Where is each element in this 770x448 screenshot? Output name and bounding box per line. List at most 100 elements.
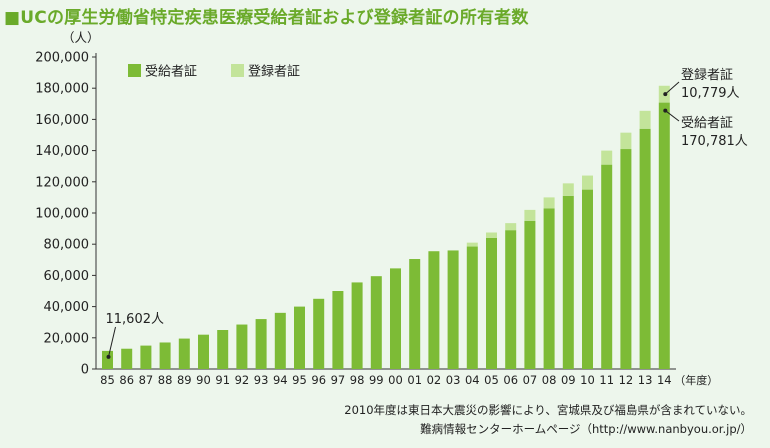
bar-recipient bbox=[562, 195, 574, 369]
bar-recipient bbox=[390, 268, 401, 369]
bar-recipient bbox=[658, 102, 670, 370]
bar-recipient bbox=[582, 189, 593, 369]
y-tick-label: 20,000 bbox=[44, 331, 90, 346]
x-tick-label: 10 bbox=[580, 373, 595, 387]
x-tick-label: 02 bbox=[427, 373, 442, 387]
x-tick-label: 95 bbox=[292, 373, 307, 387]
bar-recipient bbox=[466, 246, 478, 369]
y-tick-label: 180,000 bbox=[35, 82, 89, 97]
bar-recipient bbox=[217, 330, 229, 369]
x-tick-label: 09 bbox=[561, 373, 576, 387]
x-tick-label: 88 bbox=[158, 373, 173, 387]
bar-recipient bbox=[409, 259, 421, 369]
bar-recipient bbox=[294, 306, 305, 369]
x-tick-label: 94 bbox=[273, 373, 288, 387]
footnote-earthquake: 2010年度は東日本大震災の影響により、宮城県及び福島県が含まれていない。 bbox=[344, 403, 752, 417]
bar-recipient bbox=[447, 250, 459, 369]
x-tick-label: 90 bbox=[196, 373, 211, 387]
chart-title-wrap: ■UCの厚生労働省特定疾患医療受給者証および登録者証の所有者数 bbox=[4, 3, 529, 28]
bar-recipient bbox=[121, 348, 133, 369]
x-tick-label: 85 bbox=[100, 373, 115, 387]
annotation-registered-leader bbox=[664, 81, 680, 95]
bar-registered bbox=[620, 132, 632, 150]
x-tick-label: 01 bbox=[407, 373, 422, 387]
bar-recipient bbox=[159, 342, 171, 369]
legend-label: 受給者証 bbox=[145, 65, 197, 80]
annotation-85-leader bbox=[108, 326, 116, 358]
legend-swatch bbox=[128, 64, 141, 77]
x-tick-label: 89 bbox=[177, 373, 192, 387]
bar-recipient bbox=[486, 237, 497, 369]
bar-recipient bbox=[178, 338, 190, 369]
x-tick-label: 96 bbox=[311, 373, 326, 387]
y-tick-label: 160,000 bbox=[35, 113, 89, 128]
bar-registered bbox=[543, 197, 555, 209]
footnote-source: 難病情報センターホームページ（http://www.nanbyou.or.jp/… bbox=[420, 422, 752, 436]
bar-recipient bbox=[332, 291, 344, 369]
x-tick-label: 05 bbox=[484, 373, 499, 387]
x-tick-label: 98 bbox=[350, 373, 365, 387]
bar-registered bbox=[486, 232, 497, 238]
bar-registered bbox=[524, 209, 536, 221]
x-tick-label: 92 bbox=[235, 373, 250, 387]
x-tick-label: 87 bbox=[139, 373, 154, 387]
stacked-bar-chart: 0 20,000 40,000 60,000 80,000 100,000 120,000 1… bbox=[35, 30, 748, 387]
annotation-recipient-leader bbox=[664, 110, 680, 122]
bar-recipient bbox=[255, 319, 267, 369]
bar-recipient bbox=[505, 230, 517, 369]
annotation-registered-dot bbox=[663, 92, 668, 97]
bar-recipient bbox=[370, 276, 382, 369]
bar-registered bbox=[466, 242, 478, 247]
x-tick-label: 14 bbox=[657, 373, 672, 387]
x-tick-label: 97 bbox=[331, 373, 346, 387]
annotation-registered-title: 登録者証 bbox=[681, 68, 733, 83]
y-tick-label: 100,000 bbox=[35, 207, 89, 222]
bar-registered bbox=[562, 183, 574, 196]
bar-recipient bbox=[140, 345, 152, 369]
annotation-recipient-dot bbox=[663, 108, 668, 113]
bar-recipient bbox=[351, 282, 363, 369]
y-tick-label: 140,000 bbox=[35, 144, 89, 159]
x-tick-label: 00 bbox=[388, 373, 403, 387]
y-tick-label: 120,000 bbox=[35, 175, 89, 190]
legend-swatch bbox=[231, 64, 244, 77]
bar-registered bbox=[582, 175, 593, 190]
legend-label: 登録者証 bbox=[248, 65, 300, 80]
bar-recipient bbox=[236, 324, 248, 369]
y-tick-label: 0 bbox=[81, 363, 89, 378]
x-tick-label: 04 bbox=[465, 373, 480, 387]
x-tick-label: 13 bbox=[638, 373, 653, 387]
bar-recipient bbox=[639, 128, 651, 369]
bar-recipient bbox=[620, 149, 632, 369]
y-unit-label: （人） bbox=[62, 30, 100, 45]
bar-recipient bbox=[524, 220, 536, 369]
bar-recipient bbox=[102, 350, 113, 369]
bar-registered bbox=[639, 110, 651, 129]
bar-recipient bbox=[198, 334, 209, 369]
x-tick-label: 99 bbox=[369, 373, 384, 387]
x-tick-label: 08 bbox=[542, 373, 557, 387]
x-tick-label: 06 bbox=[503, 373, 518, 387]
bar-recipient bbox=[428, 251, 440, 369]
annotation-85-dot bbox=[106, 354, 111, 359]
x-tick-label: 11 bbox=[599, 373, 614, 387]
bar-recipient bbox=[601, 164, 613, 369]
x-tick-label: 91 bbox=[215, 373, 230, 387]
bar-recipient bbox=[274, 312, 286, 369]
chart-title: ■UCの厚生労働省特定疾患医療受給者証および登録者証の所有者数 bbox=[4, 8, 529, 28]
y-tick-label: 40,000 bbox=[44, 300, 90, 315]
y-tick-label: 60,000 bbox=[44, 269, 90, 284]
x-tick-label: 93 bbox=[254, 373, 269, 387]
bar-registered bbox=[601, 150, 613, 165]
annotation-recipient-value: 170,781人 bbox=[681, 134, 748, 149]
bar-recipient bbox=[313, 298, 325, 369]
bar-recipient bbox=[543, 208, 555, 369]
x-tick-label: 12 bbox=[619, 373, 634, 387]
x-tick-label: 03 bbox=[446, 373, 461, 387]
x-tick-label: 07 bbox=[523, 373, 538, 387]
x-tick-label: 86 bbox=[119, 373, 134, 387]
y-tick-label: 200,000 bbox=[35, 51, 89, 66]
annotation-85: 11,602人 bbox=[106, 312, 165, 327]
annotation-recipient-title: 受給者証 bbox=[681, 116, 733, 131]
bar-registered bbox=[505, 223, 517, 231]
